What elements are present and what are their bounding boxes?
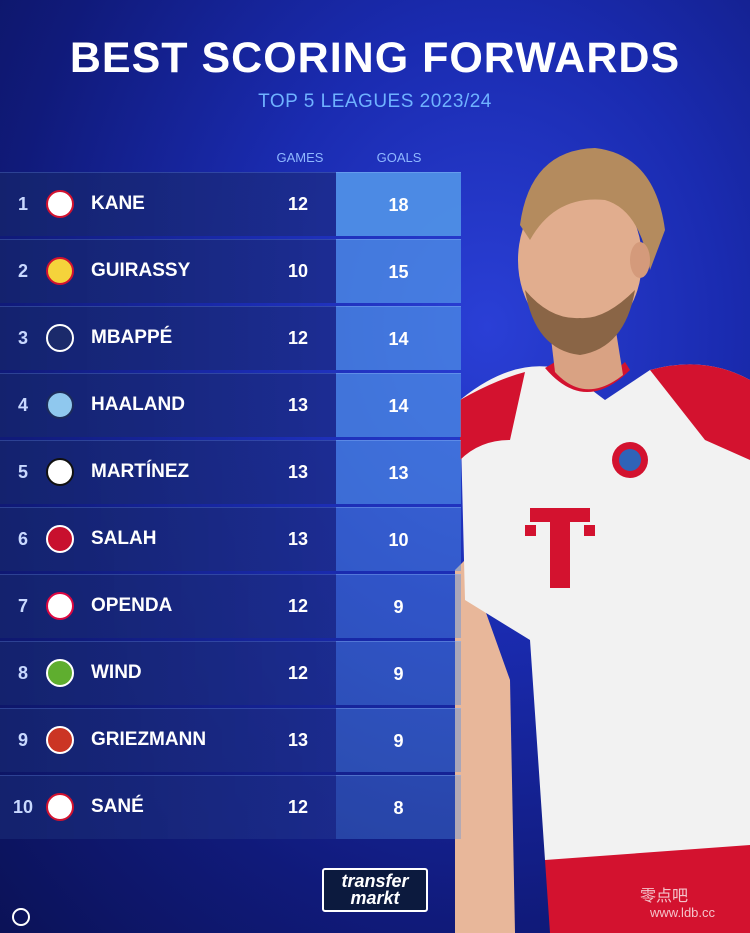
row-rank: 4 (17, 395, 28, 415)
liverpool-crest-icon (46, 525, 74, 553)
table-row: 8 WIND 12 9 (0, 641, 462, 705)
player-name: SANÉ (91, 796, 144, 817)
goals-value: 9 (336, 574, 461, 638)
row-rank: 2 (17, 261, 28, 281)
games-value: 12 (287, 797, 309, 817)
player-name: SALAH (91, 528, 157, 549)
player-name: GRIEZMANN (91, 729, 207, 750)
column-header-goals: GOALS (376, 150, 422, 165)
player-name: MBAPPÉ (91, 327, 173, 348)
column-header-games: GAMES (276, 150, 324, 165)
table-row: 7 OPENDA 12 9 (0, 574, 462, 638)
row-rank: 8 (17, 663, 28, 683)
goals-value: 9 (336, 708, 461, 772)
goals-value: 13 (336, 440, 461, 504)
goals-value: 14 (336, 306, 461, 370)
man-city-crest-icon (46, 391, 74, 419)
goals-value: 15 (336, 239, 461, 303)
table-row: 4 HAALAND 13 14 (0, 373, 462, 437)
games-value: 10 (287, 261, 309, 281)
table-row: 2 GUIRASSY 10 15 (0, 239, 462, 303)
watermark-url: www.ldb.cc (650, 905, 716, 920)
goals-value: 18 (336, 172, 461, 236)
games-value: 12 (287, 328, 309, 348)
games-value: 12 (287, 663, 309, 683)
wolfsburg-crest-icon (46, 659, 74, 687)
games-value: 13 (287, 462, 309, 482)
games-value: 12 (287, 596, 309, 616)
atletico-madrid-crest-icon (46, 726, 74, 754)
logo-line-2: markt (350, 888, 400, 908)
row-rank: 10 (12, 797, 34, 817)
table-row: 5 MARTÍNEZ 13 13 (0, 440, 462, 504)
player-name: HAALAND (91, 394, 185, 415)
row-rank: 6 (17, 529, 28, 549)
goals-value: 14 (336, 373, 461, 437)
goals-value: 8 (336, 775, 461, 839)
page-title: BEST SCORING FORWARDS (69, 34, 681, 82)
goals-value: 9 (336, 641, 461, 705)
bayern-munich-crest-icon (46, 793, 74, 821)
player-photo (455, 148, 750, 933)
player-name: GUIRASSY (91, 260, 191, 281)
player-name: MARTÍNEZ (91, 461, 190, 482)
watermark-text: 零点吧 (640, 888, 689, 905)
row-rank: 5 (17, 462, 28, 482)
page-subtitle: TOP 5 LEAGUES 2023/24 (258, 91, 492, 112)
psg-crest-icon (46, 324, 74, 352)
transfermarkt-logo: transfer markt (322, 868, 428, 912)
bayern-munich-crest-icon (46, 190, 74, 218)
player-name: WIND (91, 662, 142, 683)
games-value: 13 (287, 730, 309, 750)
inter-milan-crest-icon (46, 458, 74, 486)
table-row: 6 SALAH 13 10 (0, 507, 462, 571)
games-value: 13 (287, 395, 309, 415)
rb-leipzig-crest-icon (46, 592, 74, 620)
row-rank: 7 (17, 596, 28, 616)
games-value: 12 (287, 194, 309, 214)
row-rank: 1 (17, 194, 28, 214)
goals-value: 10 (336, 507, 461, 571)
table-row: 10 SANÉ 12 8 (0, 775, 462, 839)
table-row: 3 MBAPPÉ 12 14 (0, 306, 462, 370)
row-rank: 9 (17, 730, 28, 750)
table-row: 9 GRIEZMANN 13 9 (0, 708, 462, 772)
table-row: 1 KANE 12 18 (0, 172, 462, 236)
row-rank: 3 (17, 328, 28, 348)
player-name: OPENDA (91, 595, 173, 616)
instagram-icon (12, 908, 30, 926)
games-value: 13 (287, 529, 309, 549)
logo-line-1: transfer (341, 871, 409, 891)
player-name: KANE (91, 193, 145, 214)
vfb-stuttgart-crest-icon (46, 257, 74, 285)
